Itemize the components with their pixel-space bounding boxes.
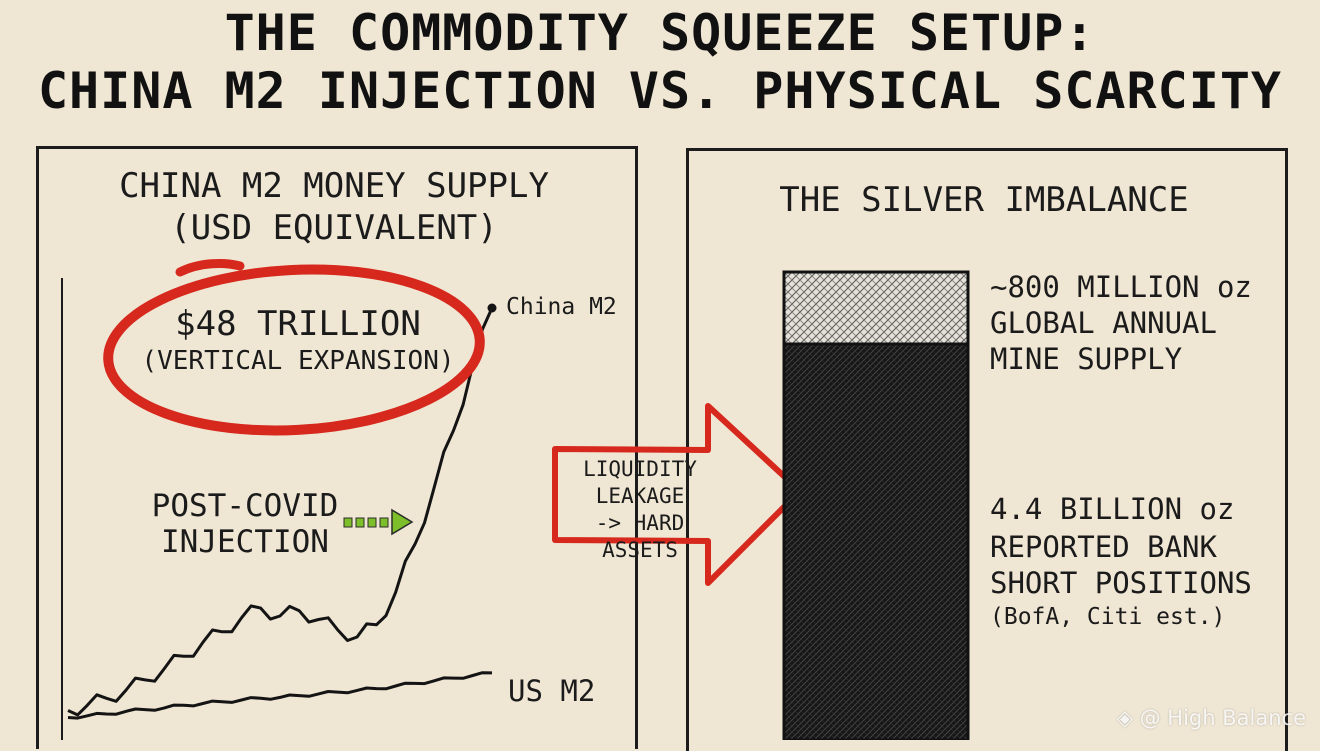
bank-shorts-label-line2: SHORT POSITIONS xyxy=(990,566,1252,600)
page-title-line2: CHINA M2 INJECTION VS. PHYSICAL SCARCITY xyxy=(37,62,1283,120)
china-m2-title-line1: CHINA M2 MONEY SUPPLY xyxy=(119,166,549,206)
silver-short-positions-bar xyxy=(782,342,970,740)
bank-shorts-label-line1: REPORTED BANK xyxy=(990,530,1217,564)
mine-supply-label-line2: MINE SUPPLY xyxy=(990,342,1183,376)
page-title-line1: THE COMMODITY SQUEEZE SETUP: xyxy=(224,4,1096,62)
arrow-label-line3: -> HARD ASSETS xyxy=(595,511,685,562)
post-covid-label-line1: POST-COVID xyxy=(151,488,339,524)
mine-supply-value: ~800 MILLION oz xyxy=(990,270,1252,304)
watermark: ◈ @ High Balance xyxy=(1116,706,1306,730)
callout-note: (VERTICAL EXPANSION) xyxy=(141,346,455,376)
us-m2-series-label: US M2 xyxy=(508,674,596,708)
post-covid-label-line2: INJECTION xyxy=(161,524,329,560)
arrow-label-line2: LEAKAGE xyxy=(595,484,685,508)
liquidity-leakage-arrow xyxy=(552,403,803,586)
china-m2-series-label: China M2 xyxy=(506,294,617,320)
bank-shorts-source: (BofA, Citi est.) xyxy=(990,604,1226,630)
china-m2-y-axis xyxy=(60,277,64,740)
us-m2-series-line xyxy=(67,671,493,720)
post-covid-arrow-icon xyxy=(343,508,414,536)
callout-circle-tail xyxy=(175,259,245,277)
china-m2-series-line xyxy=(67,307,494,717)
arrow-label-line1: LIQUIDITY xyxy=(583,457,697,481)
mine-supply-label-line1: GLOBAL ANNUAL xyxy=(990,306,1217,340)
china-m2-title-line2: (USD EQUIVALENT) xyxy=(170,208,498,248)
callout-circle xyxy=(103,264,485,436)
callout-value: $48 TRILLION xyxy=(175,304,421,344)
bank-shorts-value: 4.4 BILLION oz xyxy=(990,492,1235,526)
silver-mine-supply-bar xyxy=(782,270,970,346)
china-m2-endpoint-marker xyxy=(487,303,497,313)
silver-imbalance-title: THE SILVER IMBALANCE xyxy=(779,180,1189,220)
